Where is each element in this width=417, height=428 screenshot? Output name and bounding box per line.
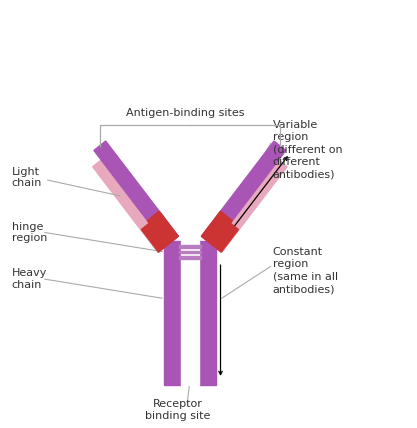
Text: Constant
region
(same in all
antibodies): Constant region (same in all antibodies) [273, 247, 338, 294]
Polygon shape [148, 211, 178, 246]
Text: hinge
region: hinge region [12, 222, 47, 243]
Polygon shape [213, 223, 239, 252]
Bar [179, 245, 201, 248]
Polygon shape [201, 141, 286, 246]
Polygon shape [201, 211, 232, 246]
Polygon shape [141, 223, 167, 252]
Bar [179, 251, 201, 253]
Text: Variable
region
(different on
different
antibodies): Variable region (different on different … [273, 120, 342, 180]
Bar [181, 241, 199, 385]
Polygon shape [93, 160, 167, 253]
Text: Antigen-binding sites: Antigen-binding sites [126, 108, 245, 118]
Text: Heavy
chain: Heavy chain [12, 268, 47, 290]
Bar [164, 241, 181, 385]
Bar [199, 241, 216, 385]
Bar [179, 256, 201, 259]
Text: Receptor
binding site: Receptor binding site [145, 399, 210, 421]
Polygon shape [213, 160, 287, 253]
Text: Light
chain: Light chain [12, 166, 42, 188]
Polygon shape [94, 141, 178, 246]
